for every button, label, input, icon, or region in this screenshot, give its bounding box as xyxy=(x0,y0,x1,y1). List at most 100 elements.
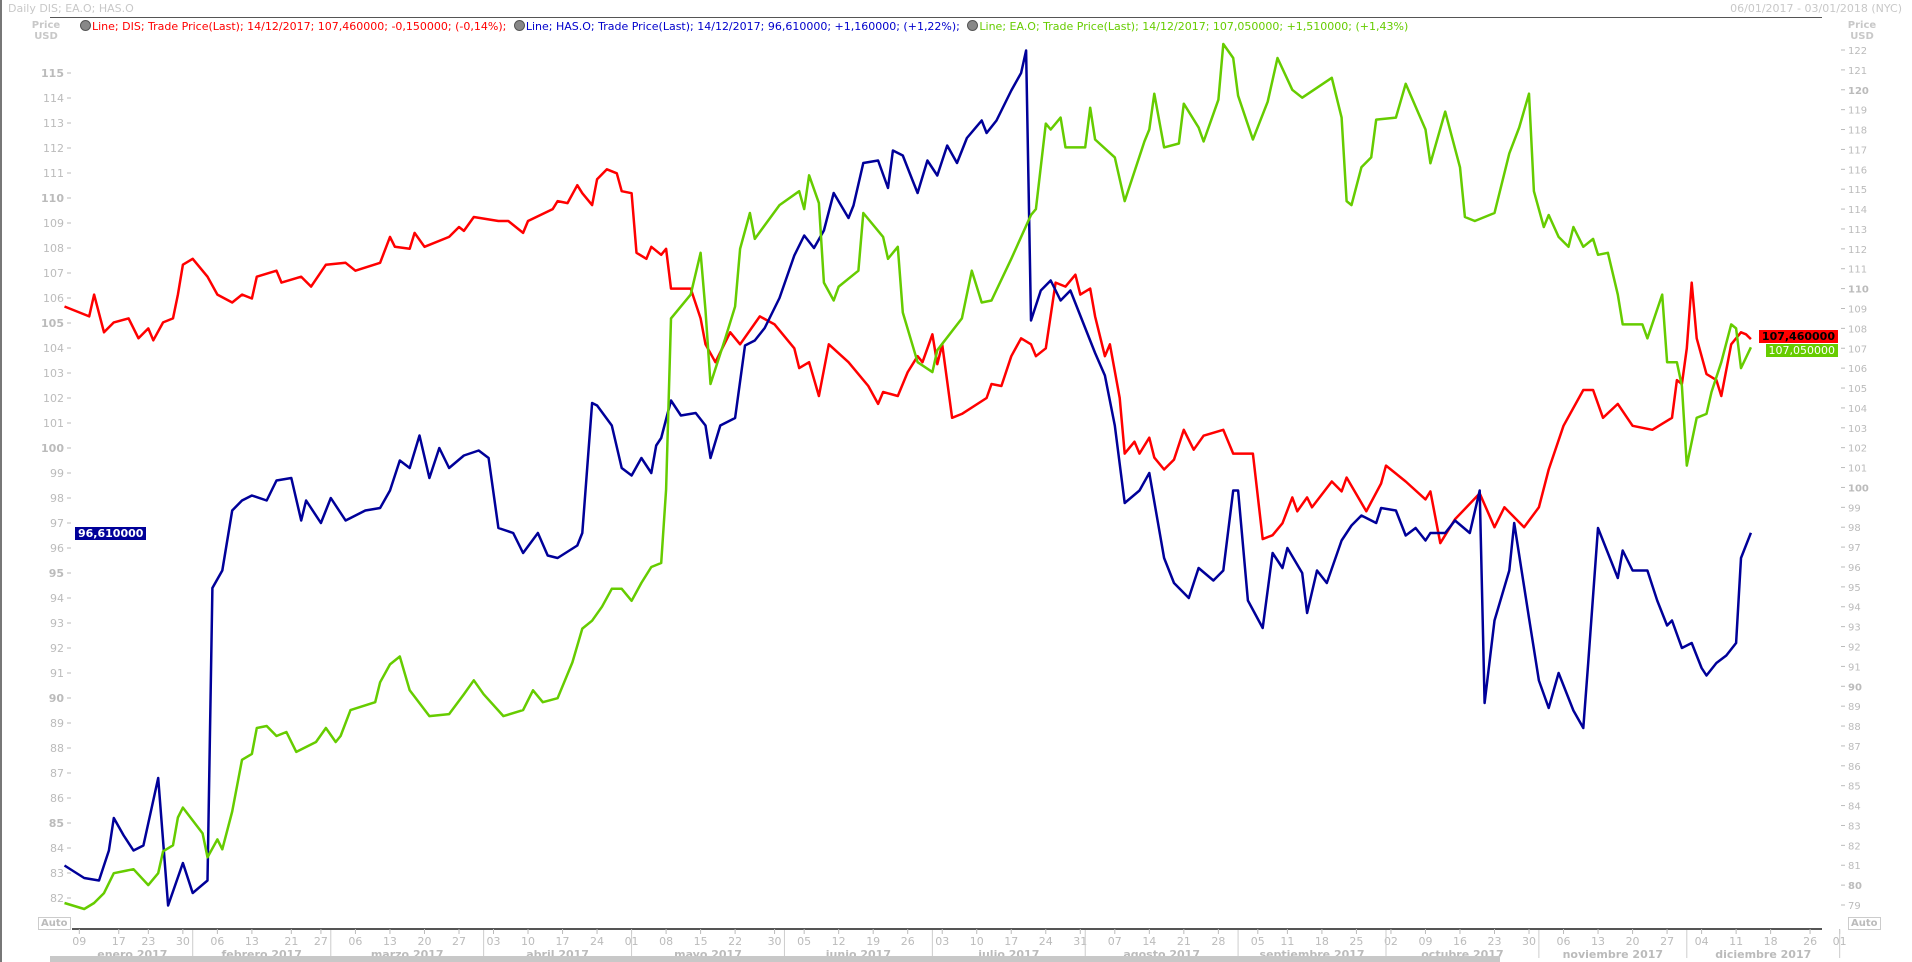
right-tick-label: 89 xyxy=(1848,702,1861,713)
x-tick-label: 23 xyxy=(141,935,155,948)
right-tick-label: 90 xyxy=(1848,682,1862,693)
x-tick-label: 27 xyxy=(1660,935,1674,948)
right-tick-label: 84 xyxy=(1848,802,1861,813)
clock-icon xyxy=(967,20,979,31)
right-unit-label: Price USD xyxy=(1842,20,1882,42)
right-tick-label: 113 xyxy=(1848,225,1867,236)
auto-scale-left-button[interactable]: Auto xyxy=(38,917,71,930)
x-tick-label: 16 xyxy=(1453,935,1467,948)
right-tick-label: 99 xyxy=(1848,503,1861,514)
left-tick-label: 82 xyxy=(50,892,64,905)
left-tick-label: 94 xyxy=(50,592,64,605)
right-tick-label: 96 xyxy=(1848,563,1861,574)
left-tick-label: 107 xyxy=(43,267,64,280)
right-tick-label: 114 xyxy=(1848,205,1867,216)
x-tick-label: 17 xyxy=(1004,935,1018,948)
right-tick-label: 81 xyxy=(1848,861,1861,872)
left-tick-label: 109 xyxy=(43,217,64,230)
left-tick-label: 84 xyxy=(50,842,64,855)
window-border xyxy=(0,0,2,962)
left-tick-label: 85 xyxy=(49,817,64,830)
header-divider xyxy=(50,17,1822,18)
left-tick-label: 115 xyxy=(41,67,64,80)
legend-item-has[interactable]: Line; HAS.O; Trade Price(Last); 14/12/20… xyxy=(513,20,960,33)
right-unit-price: Price xyxy=(1847,20,1877,31)
left-tick-label: 88 xyxy=(50,742,64,755)
auto-scale-right-button[interactable]: Auto xyxy=(1848,917,1881,930)
legend-item-dis[interactable]: Line; DIS; Trade Price(Last); 14/12/2017… xyxy=(80,20,506,33)
x-tick-label: 13 xyxy=(383,935,397,948)
x-tick-label: 22 xyxy=(728,935,742,948)
right-tick-label: 118 xyxy=(1848,126,1867,137)
month-label: diciembre 2017 xyxy=(1715,948,1811,961)
left-tick-label: 91 xyxy=(50,667,64,680)
x-tick-label: 18 xyxy=(1315,935,1329,948)
right-tick-label: 87 xyxy=(1848,742,1861,753)
x-tick-label: 05 xyxy=(1251,935,1265,948)
left-tick-label: 108 xyxy=(43,242,64,255)
x-tick-label: 23 xyxy=(1487,935,1501,948)
x-tick-label: 28 xyxy=(1211,935,1225,948)
right-tick-label: 86 xyxy=(1848,762,1861,773)
x-tick-label: 31 xyxy=(1073,935,1087,948)
left-tick-label: 93 xyxy=(50,617,64,630)
right-tick-label: 80 xyxy=(1848,881,1862,892)
right-tick-label: 103 xyxy=(1848,424,1867,435)
x-tick-label: 18 xyxy=(1764,935,1778,948)
x-tick-label: 14 xyxy=(1142,935,1156,948)
x-tick-label: 03 xyxy=(487,935,501,948)
left-tick-label: 86 xyxy=(50,792,64,805)
x-tick-label: 30 xyxy=(768,935,782,948)
left-tick-label: 98 xyxy=(50,492,64,505)
x-tick-label: 07 xyxy=(1108,935,1122,948)
left-tick-label: 87 xyxy=(50,767,64,780)
legend: Line; DIS; Trade Price(Last); 14/12/2017… xyxy=(80,20,1412,33)
left-tick-label: 104 xyxy=(43,342,64,355)
x-tick-label: 06 xyxy=(1557,935,1571,948)
left-tick-label: 113 xyxy=(43,117,64,130)
x-tick-label: 21 xyxy=(284,935,298,948)
right-tick-label: 110 xyxy=(1848,285,1869,296)
x-tick-label: 08 xyxy=(659,935,673,948)
horizontal-scrollbar[interactable] xyxy=(50,956,1500,962)
x-tick-label: 10 xyxy=(970,935,984,948)
x-tick-label: 20 xyxy=(417,935,431,948)
right-tick-label: 106 xyxy=(1848,364,1867,375)
ea-last-price-badge: 107,050000 xyxy=(1765,344,1838,357)
x-tick-label: 02 xyxy=(1384,935,1398,948)
right-tick-label: 79 xyxy=(1848,901,1861,912)
clock-icon xyxy=(513,20,525,31)
right-tick-label: 116 xyxy=(1848,165,1867,176)
x-tick-label: 06 xyxy=(210,935,224,948)
x-tick-label: 10 xyxy=(521,935,535,948)
right-tick-label: 82 xyxy=(1848,841,1861,852)
right-tick-label: 100 xyxy=(1848,483,1869,494)
x-tick-label: 26 xyxy=(1803,935,1817,948)
x-tick-label: 24 xyxy=(590,935,604,948)
x-tick-label: 11 xyxy=(1280,935,1294,948)
x-tick-label: 13 xyxy=(1591,935,1605,948)
x-tick-label: 12 xyxy=(832,935,846,948)
series-line-dis xyxy=(64,168,1752,545)
left-tick-label: 114 xyxy=(43,92,64,105)
right-tick-label: 117 xyxy=(1848,145,1867,156)
x-tick-label: 15 xyxy=(694,935,708,948)
clock-icon xyxy=(80,20,91,31)
legend-text: Line; HAS.O; Trade Price(Last); 14/12/20… xyxy=(525,20,960,33)
date-range: 06/01/2017 - 03/01/2018 (NYC) xyxy=(1730,2,1902,15)
left-unit-price: Price xyxy=(31,20,61,31)
right-tick-label: 98 xyxy=(1848,523,1861,534)
left-tick-label: 95 xyxy=(49,567,64,580)
right-tick-label: 88 xyxy=(1848,722,1861,733)
legend-item-ea[interactable]: Line; EA.O; Trade Price(Last); 14/12/201… xyxy=(967,20,1408,33)
legend-text: Line; EA.O; Trade Price(Last); 14/12/201… xyxy=(979,20,1409,33)
right-tick-label: 93 xyxy=(1848,623,1861,634)
right-tick-label: 121 xyxy=(1848,66,1867,77)
right-tick-label: 91 xyxy=(1848,662,1861,673)
x-tick-label: 19 xyxy=(866,935,880,948)
right-tick-label: 119 xyxy=(1848,106,1867,117)
x-tick-label: 30 xyxy=(176,935,190,948)
right-tick-label: 102 xyxy=(1848,444,1867,455)
x-tick-label: 20 xyxy=(1626,935,1640,948)
